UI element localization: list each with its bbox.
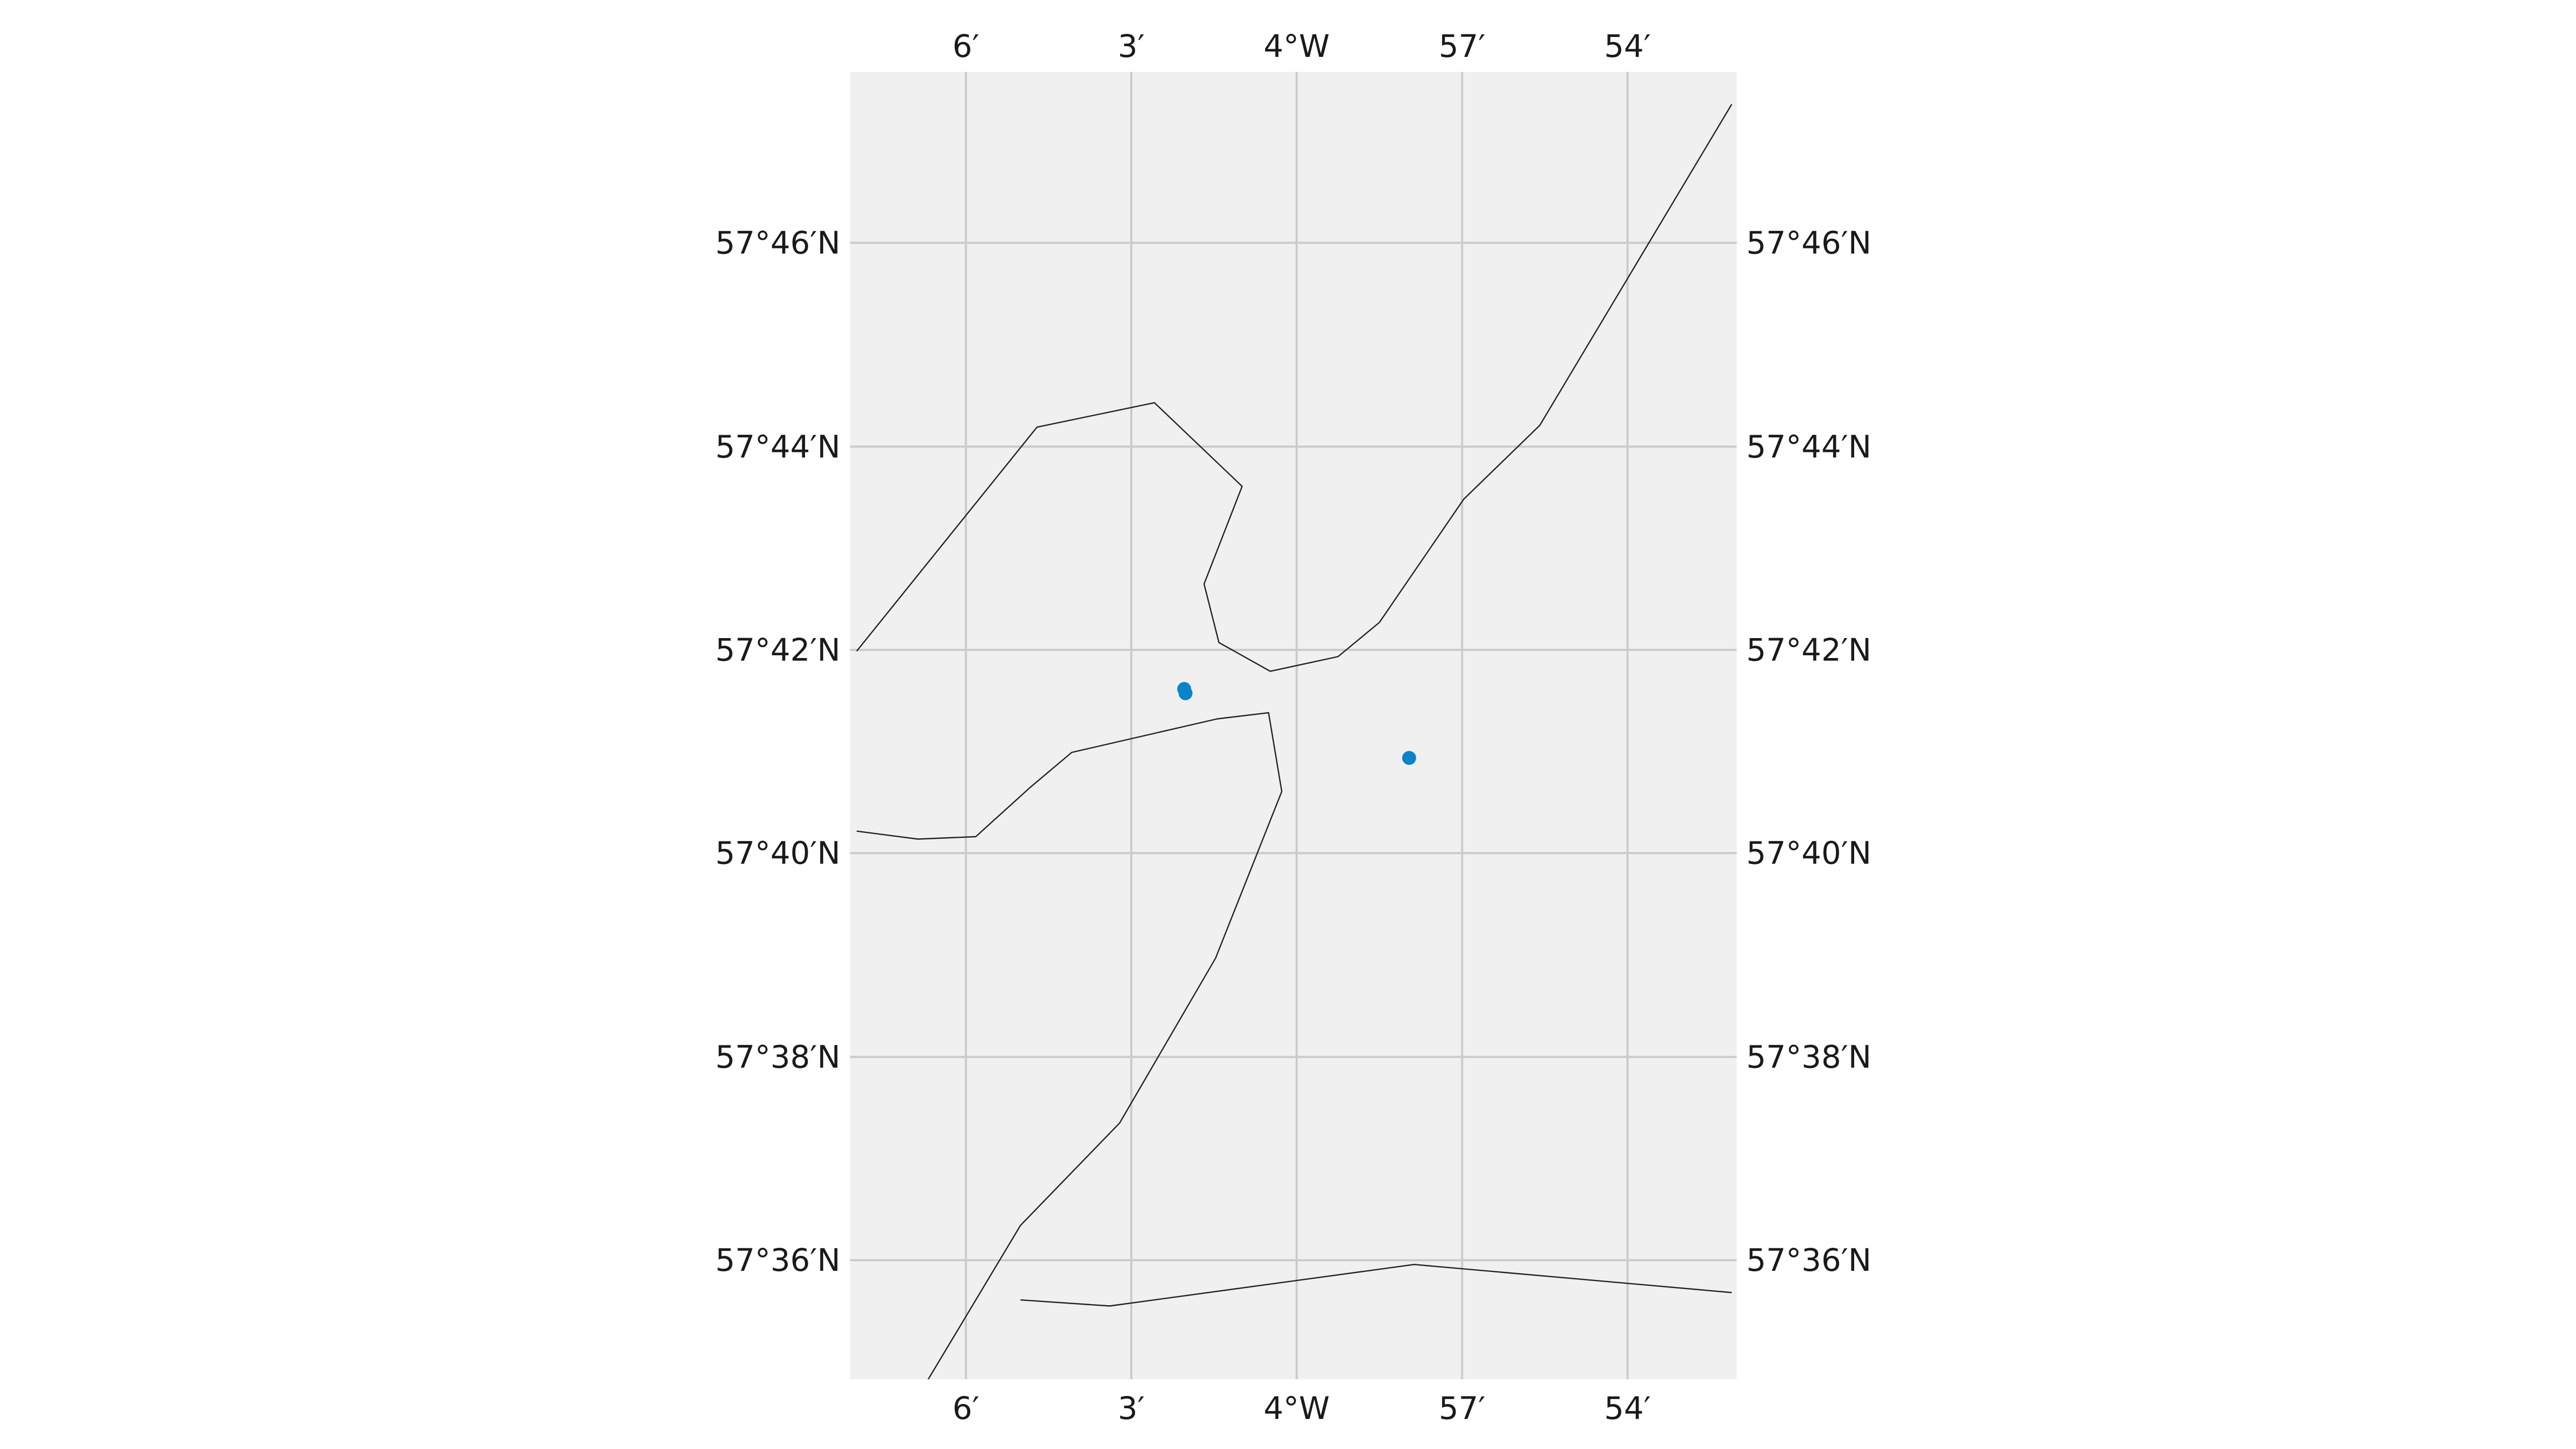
lon-tick-label-bottom: 54′: [1604, 1390, 1651, 1426]
lat-tick-label-right: 57°38′N: [1746, 1039, 1871, 1075]
lon-tick-label-top: 54′: [1604, 28, 1651, 64]
lon-tick-label-bottom: 6′: [953, 1390, 979, 1426]
lat-tick-label-right: 57°36′N: [1746, 1242, 1871, 1278]
lat-tick-label-right: 57°42′N: [1746, 632, 1871, 668]
map-frame: [850, 72, 1737, 1379]
data-point-marker: [1179, 686, 1193, 700]
lon-tick-label-top: 3′: [1118, 28, 1145, 64]
lat-tick-label-left: 57°40′N: [715, 835, 840, 872]
lon-tick-label-bottom: 3′: [1118, 1390, 1145, 1426]
graticule: [850, 72, 1737, 1379]
lon-tick-label-top: 57′: [1439, 28, 1485, 64]
lat-tick-label-right: 57°46′N: [1746, 224, 1871, 261]
lat-tick-label-left: 57°38′N: [715, 1039, 840, 1075]
coastline-path: [857, 712, 1283, 1379]
lon-tick-label-top: 4°W: [1264, 28, 1330, 64]
lon-tick-label-top: 6′: [953, 28, 979, 64]
lat-tick-label-right: 57°44′N: [1746, 428, 1871, 465]
lat-tick-label-left: 57°36′N: [715, 1242, 840, 1278]
lon-tick-label-bottom: 57′: [1439, 1390, 1485, 1426]
data-points: [1177, 682, 1416, 765]
data-point-marker: [1402, 751, 1416, 765]
lat-tick-label-left: 57°42′N: [715, 632, 840, 668]
coastlines: [856, 104, 1732, 1379]
tick-labels: 6′ 6′ 3′ 3′ 4°W 4°W 57′ 57′ 54′ 54′ 57°46′N 57°46′N…: [715, 28, 1871, 1426]
lat-tick-label-right: 57°40′N: [1746, 835, 1871, 872]
lat-tick-label-left: 57°44′N: [715, 428, 840, 465]
lat-tick-label-left: 57°46′N: [715, 224, 840, 261]
lon-tick-label-bottom: 4°W: [1264, 1390, 1330, 1426]
coastline-path: [856, 104, 1732, 672]
coastline-path: [1020, 1263, 1732, 1307]
